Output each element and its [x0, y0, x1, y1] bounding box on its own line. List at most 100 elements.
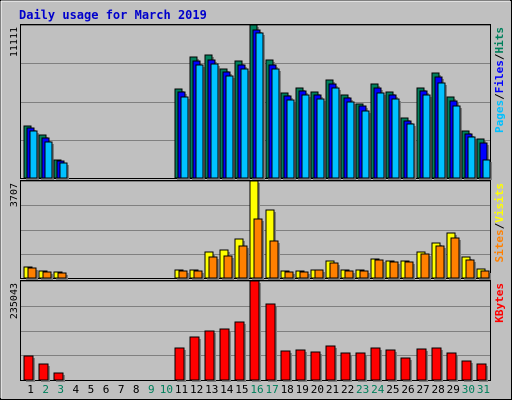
- bar-pages-day-23: [361, 110, 370, 179]
- y-max-tick-label: 3707: [9, 183, 20, 207]
- bar-kbytes-day-26: [400, 357, 411, 381]
- x-tick-label-day-10: 10: [160, 383, 173, 396]
- x-tick-label-day-23: 23: [356, 383, 369, 396]
- x-tick-label-day-28: 28: [432, 383, 445, 396]
- bar-pages-day-2: [44, 141, 53, 179]
- bar-sites-day-16: [253, 218, 263, 279]
- bar-sites-day-25: [389, 261, 399, 279]
- bar-pages-day-21: [331, 87, 340, 179]
- bar-sites-day-29: [450, 237, 460, 279]
- x-tick-label-day-12: 12: [190, 383, 203, 396]
- x-tick-label-day-6: 6: [103, 383, 110, 396]
- bar-kbytes-day-19: [295, 349, 306, 381]
- bar-sites-day-14: [223, 255, 233, 279]
- bar-sites-day-11: [178, 270, 188, 279]
- bar-pages-day-29: [452, 105, 461, 179]
- x-tick-label-day-19: 19: [296, 383, 309, 396]
- bar-sites-day-3: [57, 272, 67, 279]
- x-tick-label-day-2: 2: [42, 383, 49, 396]
- bar-kbytes-day-11: [174, 347, 185, 381]
- bar-sites-day-2: [42, 271, 52, 279]
- x-tick-label-day-16: 16: [250, 383, 263, 396]
- bar-pages-day-13: [210, 63, 219, 179]
- legend-entry: /: [493, 53, 506, 60]
- legend-entry: Hits: [493, 27, 506, 54]
- bar-kbytes-day-22: [340, 352, 351, 381]
- legend-entry: KBytes: [493, 283, 506, 323]
- bar-sites-day-17: [269, 240, 279, 279]
- x-tick-label-day-17: 17: [265, 383, 278, 396]
- bar-kbytes-day-15: [234, 321, 245, 381]
- x-tick-label-day-29: 29: [447, 383, 460, 396]
- x-tick-label-day-18: 18: [281, 383, 294, 396]
- legend-entry: /: [493, 93, 506, 100]
- bar-pages-day-27: [422, 94, 431, 179]
- bar-kbytes-day-1: [23, 355, 34, 381]
- legend-entry: Visits: [493, 183, 506, 223]
- bar-kbytes-day-14: [219, 328, 230, 381]
- bar-pages-day-31: [482, 159, 491, 179]
- bar-pages-day-17: [271, 68, 280, 179]
- bar-kbytes-day-18: [280, 350, 291, 381]
- x-tick-label-day-24: 24: [371, 383, 385, 396]
- bar-pages-day-19: [301, 94, 310, 179]
- y-max-tick-label: 235043: [9, 283, 20, 319]
- bar-sites-day-23: [359, 270, 369, 279]
- bar-pages-day-24: [376, 92, 385, 179]
- bar-pages-day-26: [406, 123, 415, 179]
- x-tick-label-day-21: 21: [326, 383, 339, 396]
- x-tick-label-day-25: 25: [386, 383, 399, 396]
- bar-sites-day-30: [465, 259, 475, 279]
- bar-sites-day-22: [344, 270, 354, 279]
- series-legend: KBytes: [493, 283, 506, 323]
- bar-kbytes-day-30: [461, 360, 472, 381]
- bar-kbytes-day-21: [325, 345, 336, 381]
- bar-kbytes-day-3: [53, 372, 64, 381]
- bar-pages-day-28: [437, 82, 446, 179]
- bar-kbytes-day-17: [265, 303, 276, 381]
- chart-title: Daily usage for March 2019: [19, 8, 207, 22]
- bar-pages-day-15: [240, 68, 249, 179]
- panel-sites-visits: 3707 Sites/Visits: [9, 180, 506, 280]
- bar-pages-day-1: [29, 130, 38, 179]
- x-tick-label-day-11: 11: [175, 383, 188, 396]
- series-legend: Pages/Files/Hits: [493, 27, 506, 133]
- x-axis-day-labels: 1 2 3 4 5 6 7 8 9 10 11 12 13 14 15 16 17 18 19 20 21 22 23 24 2…: [27, 383, 490, 396]
- bar-kbytes-day-31: [476, 363, 487, 381]
- y-max-tick-label: 11111: [9, 27, 20, 57]
- x-tick-label-day-15: 15: [235, 383, 248, 396]
- bar-kbytes-day-27: [416, 348, 427, 381]
- bar-sites-day-27: [420, 253, 430, 279]
- bar-sites-day-26: [404, 261, 414, 279]
- series-legend: Sites/Visits: [493, 183, 506, 263]
- x-tick-label-day-8: 8: [133, 383, 140, 396]
- bar-sites-day-28: [435, 245, 445, 279]
- bar-pages-day-11: [180, 96, 189, 179]
- bar-sites-day-31: [480, 270, 490, 279]
- x-tick-label-day-27: 27: [416, 383, 429, 396]
- x-tick-label-day-30: 30: [462, 383, 475, 396]
- panel-kbytes: 235043 KBytes: [9, 280, 506, 382]
- bar-sites-day-13: [208, 256, 218, 279]
- legend-entry: Files: [493, 60, 506, 93]
- bar-sites-day-19: [299, 271, 309, 279]
- x-tick-label-day-20: 20: [311, 383, 324, 396]
- bar-sites-day-15: [238, 245, 248, 279]
- bar-kbytes-day-20: [310, 351, 321, 381]
- bar-pages-day-12: [195, 64, 204, 179]
- x-tick-label-day-5: 5: [88, 383, 95, 396]
- bar-pages-day-14: [225, 75, 234, 179]
- bar-kbytes-day-2: [38, 363, 49, 381]
- bar-pages-day-3: [59, 162, 68, 179]
- x-tick-label-day-13: 13: [205, 383, 218, 396]
- x-tick-label-day-4: 4: [73, 383, 80, 396]
- bar-pages-day-16: [255, 32, 264, 179]
- x-tick-label-day-1: 1: [27, 383, 34, 396]
- bar-kbytes-day-24: [370, 347, 381, 381]
- legend-entry: Pages: [493, 100, 506, 133]
- bar-kbytes-day-16: [249, 280, 260, 381]
- bar-pages-day-20: [316, 98, 325, 179]
